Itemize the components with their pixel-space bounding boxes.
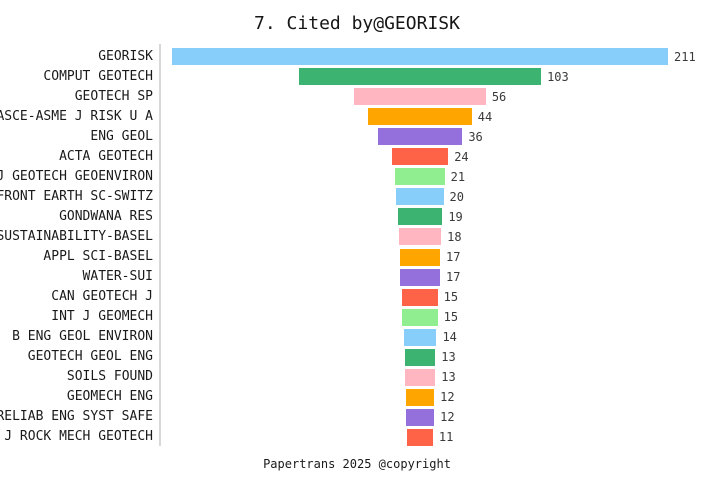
category-label: INT J GEOMECH [51,309,153,325]
bar [402,288,438,306]
value-label: 14 [442,330,457,345]
category-label: GEOTECH GEOL ENG [27,349,153,365]
bar [402,308,438,326]
category-label: GONDWANA RES [59,208,153,224]
chart-row: J GEOTECH GEOENVIRON 21 [0,167,720,187]
chart-row: INT J GEOMECH 15 [0,307,720,327]
y-axis-line [159,44,161,446]
value-label: 13 [441,350,456,365]
value-label: 18 [447,229,462,244]
category-label: WATER-SUI [82,269,153,285]
bar [403,328,437,346]
category-label: SUSTAINABILITY-BASEL [0,228,153,244]
value-label: 56 [491,89,507,104]
chart-row: ASCE-ASME J RISK U A 44 [0,107,720,127]
chart-row: SUSTAINABILITY-BASEL 18 [0,227,720,247]
value-label: 20 [449,189,464,204]
chart-row: APPL SCI-BASEL 17 [0,247,720,267]
chart-row: ENG GEOL 36 [0,127,720,147]
chart-row: CAN GEOTECH J 15 [0,287,720,307]
category-label: ENG GEOL [90,128,153,144]
chart-row: WATER-SUI 17 [0,267,720,287]
chart-row: GONDWANA RES 19 [0,207,720,227]
value-label: 15 [443,310,459,325]
category-label: J ROCK MECH GEOTECH [4,429,153,445]
chart-row: COMPUT GEOTECH 103 [0,67,720,87]
bar [354,88,486,106]
chart-row: GEOTECH GEOL ENG 13 [0,347,720,367]
value-label: 12 [440,390,455,405]
chart-row: RELIAB ENG SYST SAFE 12 [0,407,720,427]
bar [405,388,435,406]
bar [298,68,542,86]
value-label: 13 [441,370,456,385]
bar [397,208,443,226]
category-label: J GEOTECH GEOENVIRON [0,168,153,184]
value-label: 103 [547,69,569,84]
value-label: 44 [477,109,493,124]
category-label: RELIAB ENG SYST SAFE [0,409,153,425]
chart-row: ACTA GEOTECH 24 [0,147,720,167]
category-label: GEOMECH ENG [66,389,153,405]
bar [391,148,449,166]
category-label: APPL SCI-BASEL [43,249,153,264]
value-label: 24 [454,149,469,164]
value-label: 36 [468,129,483,144]
category-label: ASCE-ASME J RISK U A [0,108,153,124]
value-label: 21 [450,169,466,184]
category-label: FRONT EARTH SC-SWITZ [0,188,153,204]
bar [404,348,436,366]
chart-title: 7. Cited by@GEORISK [254,13,460,34]
value-label: 19 [448,209,463,224]
category-label: COMPUT GEOTECH [43,68,153,84]
bar [377,128,463,146]
bar [395,168,445,186]
bar [400,268,440,286]
category-label: B ENG GEOL ENVIRON [12,329,153,345]
bar [407,428,433,446]
bar [171,48,669,65]
value-label: 211 [674,49,696,64]
bar [396,188,444,206]
copyright-footer: Papertrans 2025 @copyright [263,457,451,471]
category-label: GEORISK [98,48,153,64]
bar [404,368,436,386]
value-label: 17 [445,250,461,264]
chart-row: GEORISK 211 [0,47,720,67]
chart-row: B ENG GEOL ENVIRON 14 [0,327,720,347]
category-label: SOILS FOUND [66,369,153,385]
category-label: ACTA GEOTECH [59,148,153,164]
chart-row: FRONT EARTH SC-SWITZ 20 [0,187,720,207]
bar [368,108,472,126]
bar [405,408,435,426]
category-label: CAN GEOTECH J [51,289,153,305]
value-label: 15 [443,290,459,305]
value-label: 12 [440,410,455,425]
value-label: 11 [438,430,454,445]
chart-row: GEOTECH SP 56 [0,87,720,107]
chart-row: SOILS FOUND 13 [0,367,720,387]
chart-row: GEOMECH ENG 12 [0,387,720,407]
value-label: 17 [445,270,461,285]
chart-row: J ROCK MECH GEOTECH 11 [0,427,720,447]
category-label: GEOTECH SP [74,88,153,104]
bar [400,248,440,266]
bar [398,228,442,246]
